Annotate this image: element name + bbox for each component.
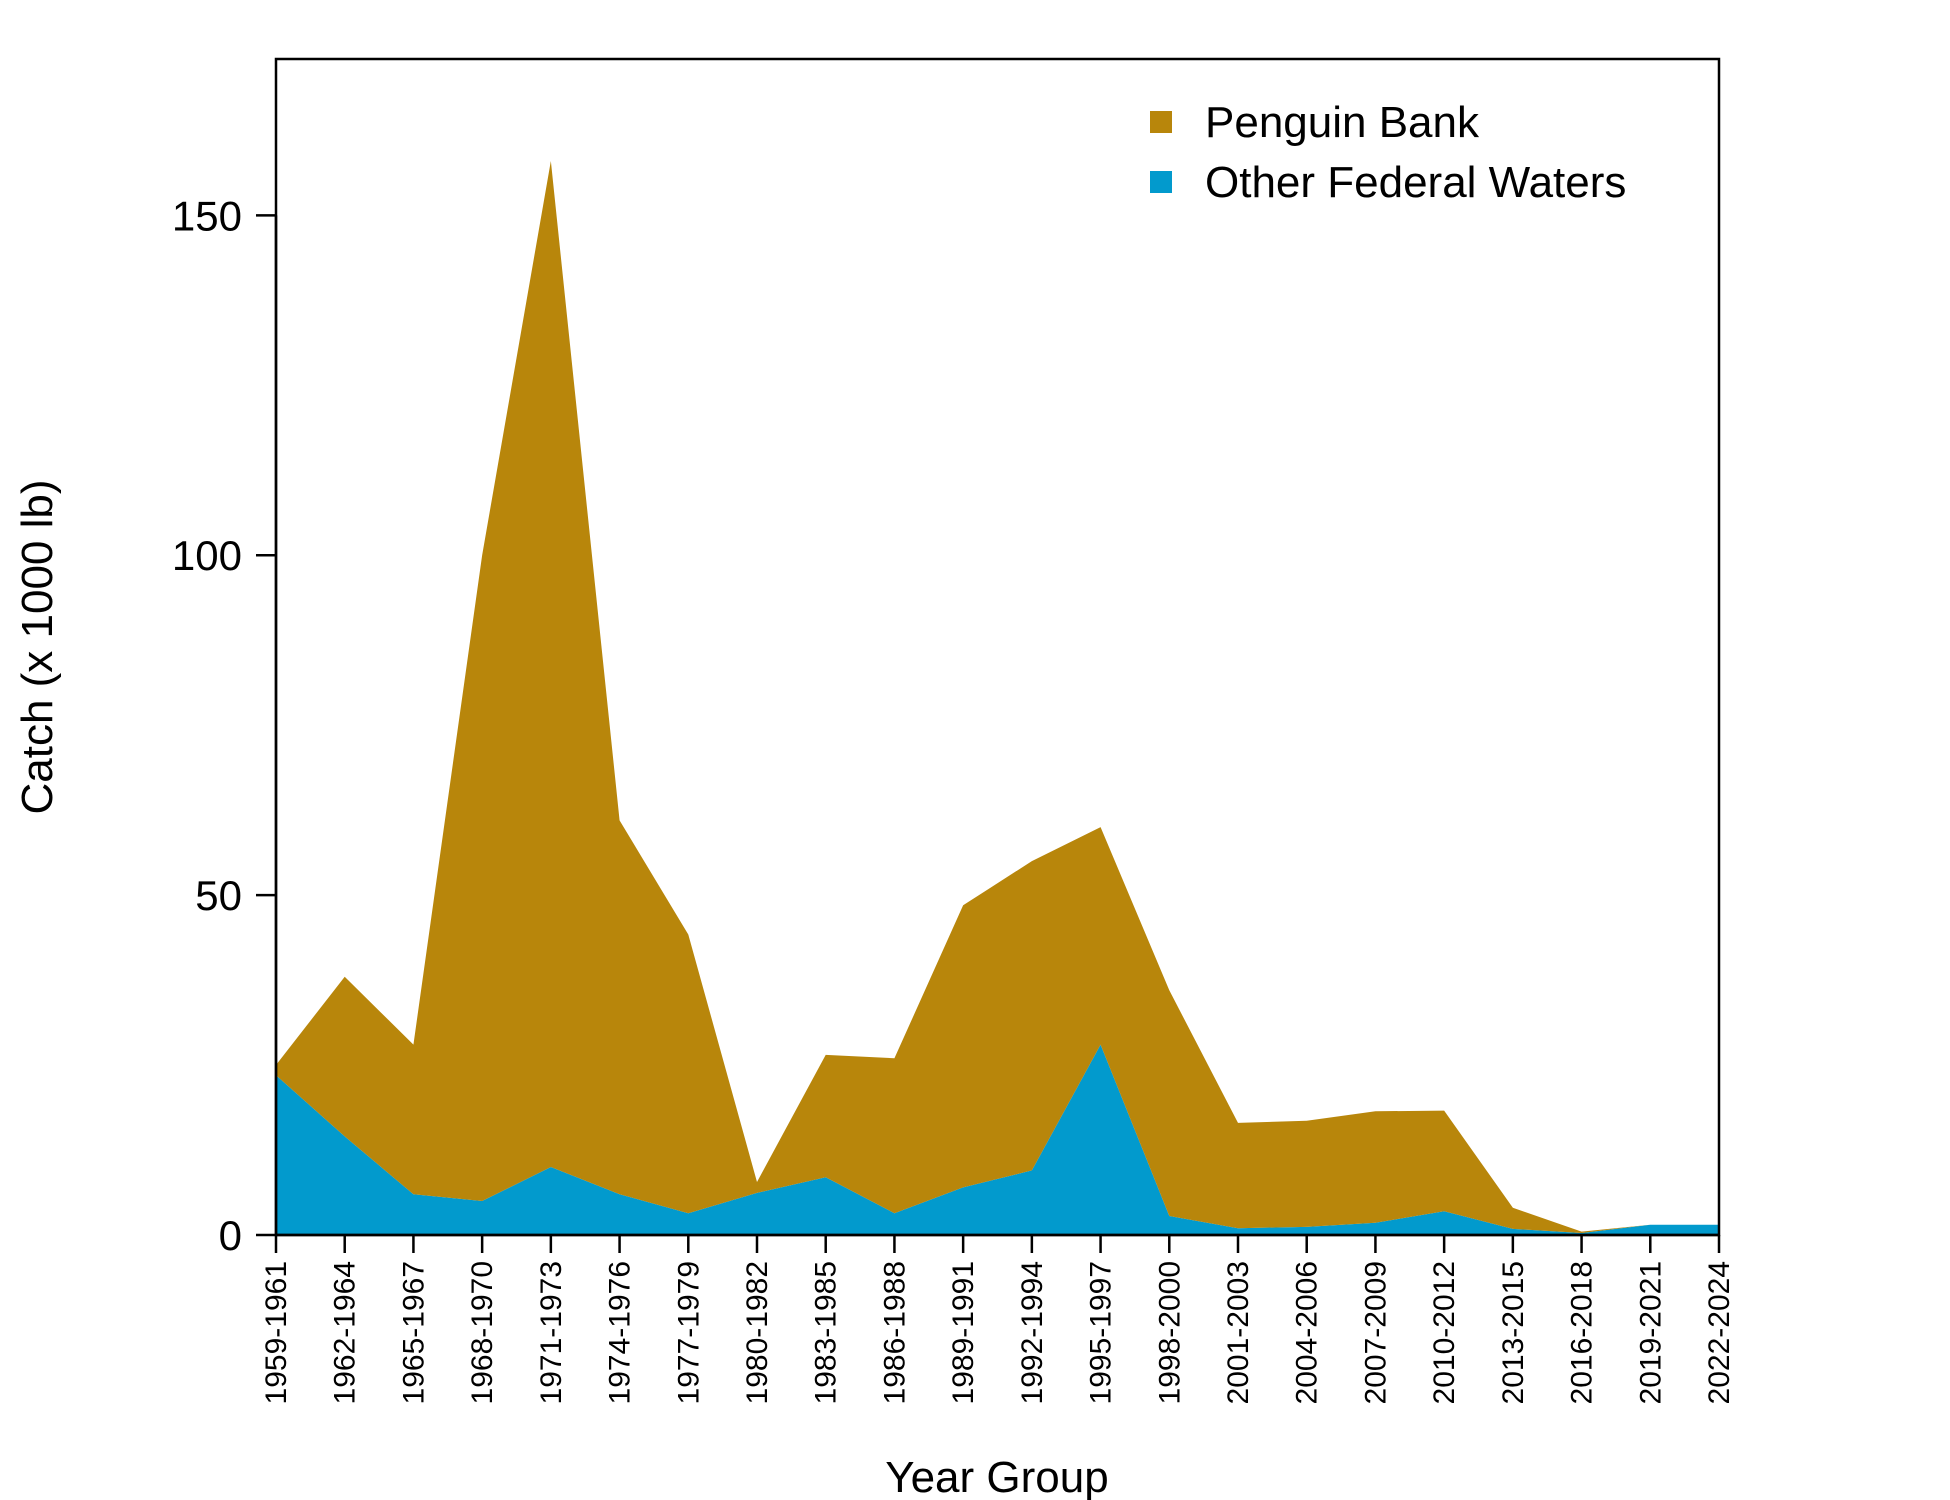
legend: Penguin Bank Other Federal Waters (1150, 98, 1626, 207)
x-tick-label: 1959-1961 (260, 1261, 293, 1404)
y-axis: 0 50 100 150 (172, 192, 278, 1259)
x-tick-label: 1968-1970 (466, 1261, 499, 1404)
x-axis-title: Year Group (885, 1453, 1108, 1500)
y-tick-label: 100 (172, 532, 242, 579)
y-tick-label: 50 (195, 872, 242, 919)
legend-label-penguin-bank: Penguin Bank (1205, 98, 1480, 147)
x-tick-label: 1962-1964 (329, 1261, 362, 1404)
x-tick-label: 1983-1985 (810, 1261, 843, 1404)
x-tick-label: 2001-2003 (1222, 1261, 1255, 1404)
x-axis: 1959-1961 1962-1964 1965-1967 1968-1970 1971… (260, 1233, 1736, 1404)
y-axis-title: Catch (x 1000 lb) (13, 479, 62, 814)
legend-swatch-penguin-bank (1150, 111, 1172, 133)
stacked-areas (276, 160, 1719, 1235)
x-tick-label: 1992-1994 (1016, 1261, 1049, 1404)
area-penguin-bank (276, 160, 1719, 1233)
x-tick-label: 1998-2000 (1153, 1261, 1186, 1404)
x-tick-label: 2007-2009 (1359, 1261, 1392, 1404)
area-other-federal-waters (276, 1044, 1719, 1235)
y-tick-label: 0 (219, 1212, 242, 1259)
x-tick-label: 1989-1991 (947, 1261, 980, 1404)
x-tick-label: 1995-1997 (1085, 1261, 1118, 1404)
x-tick-label: 2010-2012 (1428, 1261, 1461, 1404)
x-tick-label: 1971-1973 (535, 1261, 568, 1404)
x-tick-label: 2016-2018 (1566, 1261, 1599, 1404)
x-tick-label: 1980-1982 (741, 1261, 774, 1404)
x-tick-label: 1974-1976 (604, 1261, 637, 1404)
x-tick-label: 1986-1988 (878, 1261, 911, 1404)
x-tick-label: 1977-1979 (672, 1261, 705, 1404)
y-tick-label: 150 (172, 192, 242, 239)
x-tick-label: 2019-2021 (1634, 1261, 1667, 1404)
x-tick-label: 2004-2006 (1291, 1261, 1324, 1404)
x-tick-label: 1965-1967 (397, 1261, 430, 1404)
legend-label-other-federal-waters: Other Federal Waters (1205, 158, 1626, 207)
x-tick-label: 2022-2024 (1703, 1261, 1736, 1404)
legend-swatch-other-federal-waters (1150, 171, 1172, 193)
x-tick-label: 2013-2015 (1497, 1261, 1530, 1404)
